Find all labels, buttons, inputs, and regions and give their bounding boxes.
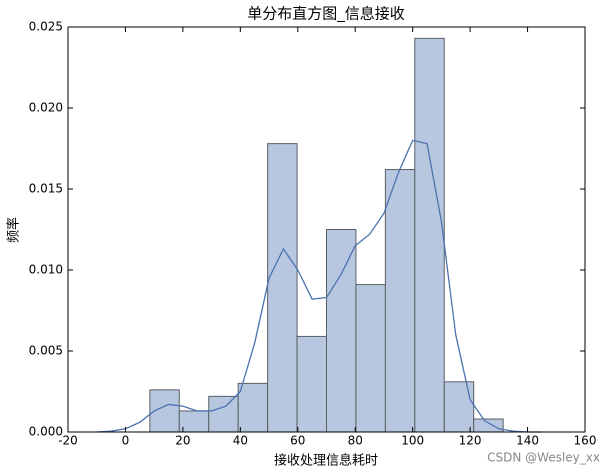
x-tick-label: 80	[348, 434, 363, 448]
x-tick-label: 160	[574, 434, 597, 448]
histogram-bar	[443, 381, 475, 433]
histogram-bar	[208, 395, 239, 433]
x-tick-label: 40	[233, 434, 248, 448]
histogram-bar	[355, 284, 386, 433]
histogram-bar	[237, 382, 269, 433]
x-tick-label: 100	[401, 434, 424, 448]
y-tick-label: 0.000	[29, 425, 63, 439]
y-tick-label: 0.020	[29, 101, 63, 115]
plot-frame	[67, 26, 586, 433]
x-tick-label: 140	[516, 434, 539, 448]
histogram-bar	[414, 37, 445, 433]
y-axis-label: 频率	[6, 217, 22, 243]
x-tick-label: 60	[290, 434, 305, 448]
watermark: CSDN @Wesley_xx	[487, 451, 600, 465]
x-axis-label: 接收处理信息耗时	[274, 453, 378, 469]
y-tick-label: 0.005	[29, 344, 63, 358]
histogram-bar	[178, 410, 210, 433]
y-tick-label: 0.010	[29, 263, 63, 277]
histogram-bar	[296, 335, 327, 433]
histogram-bar	[326, 229, 357, 433]
x-tick-label: 20	[175, 434, 190, 448]
x-tick-label: 0	[122, 434, 130, 448]
histogram-bar	[267, 143, 298, 433]
x-tick-label: 120	[459, 434, 482, 448]
histogram-bar	[473, 418, 504, 433]
kde-line	[96, 139, 542, 433]
x-tick-label: -20	[58, 434, 78, 448]
chart-title: 单分布直方图_信息接收	[247, 5, 405, 24]
y-tick-label: 0.015	[29, 182, 63, 196]
y-tick-label: 0.025	[29, 20, 63, 34]
histogram-bar	[384, 169, 416, 433]
